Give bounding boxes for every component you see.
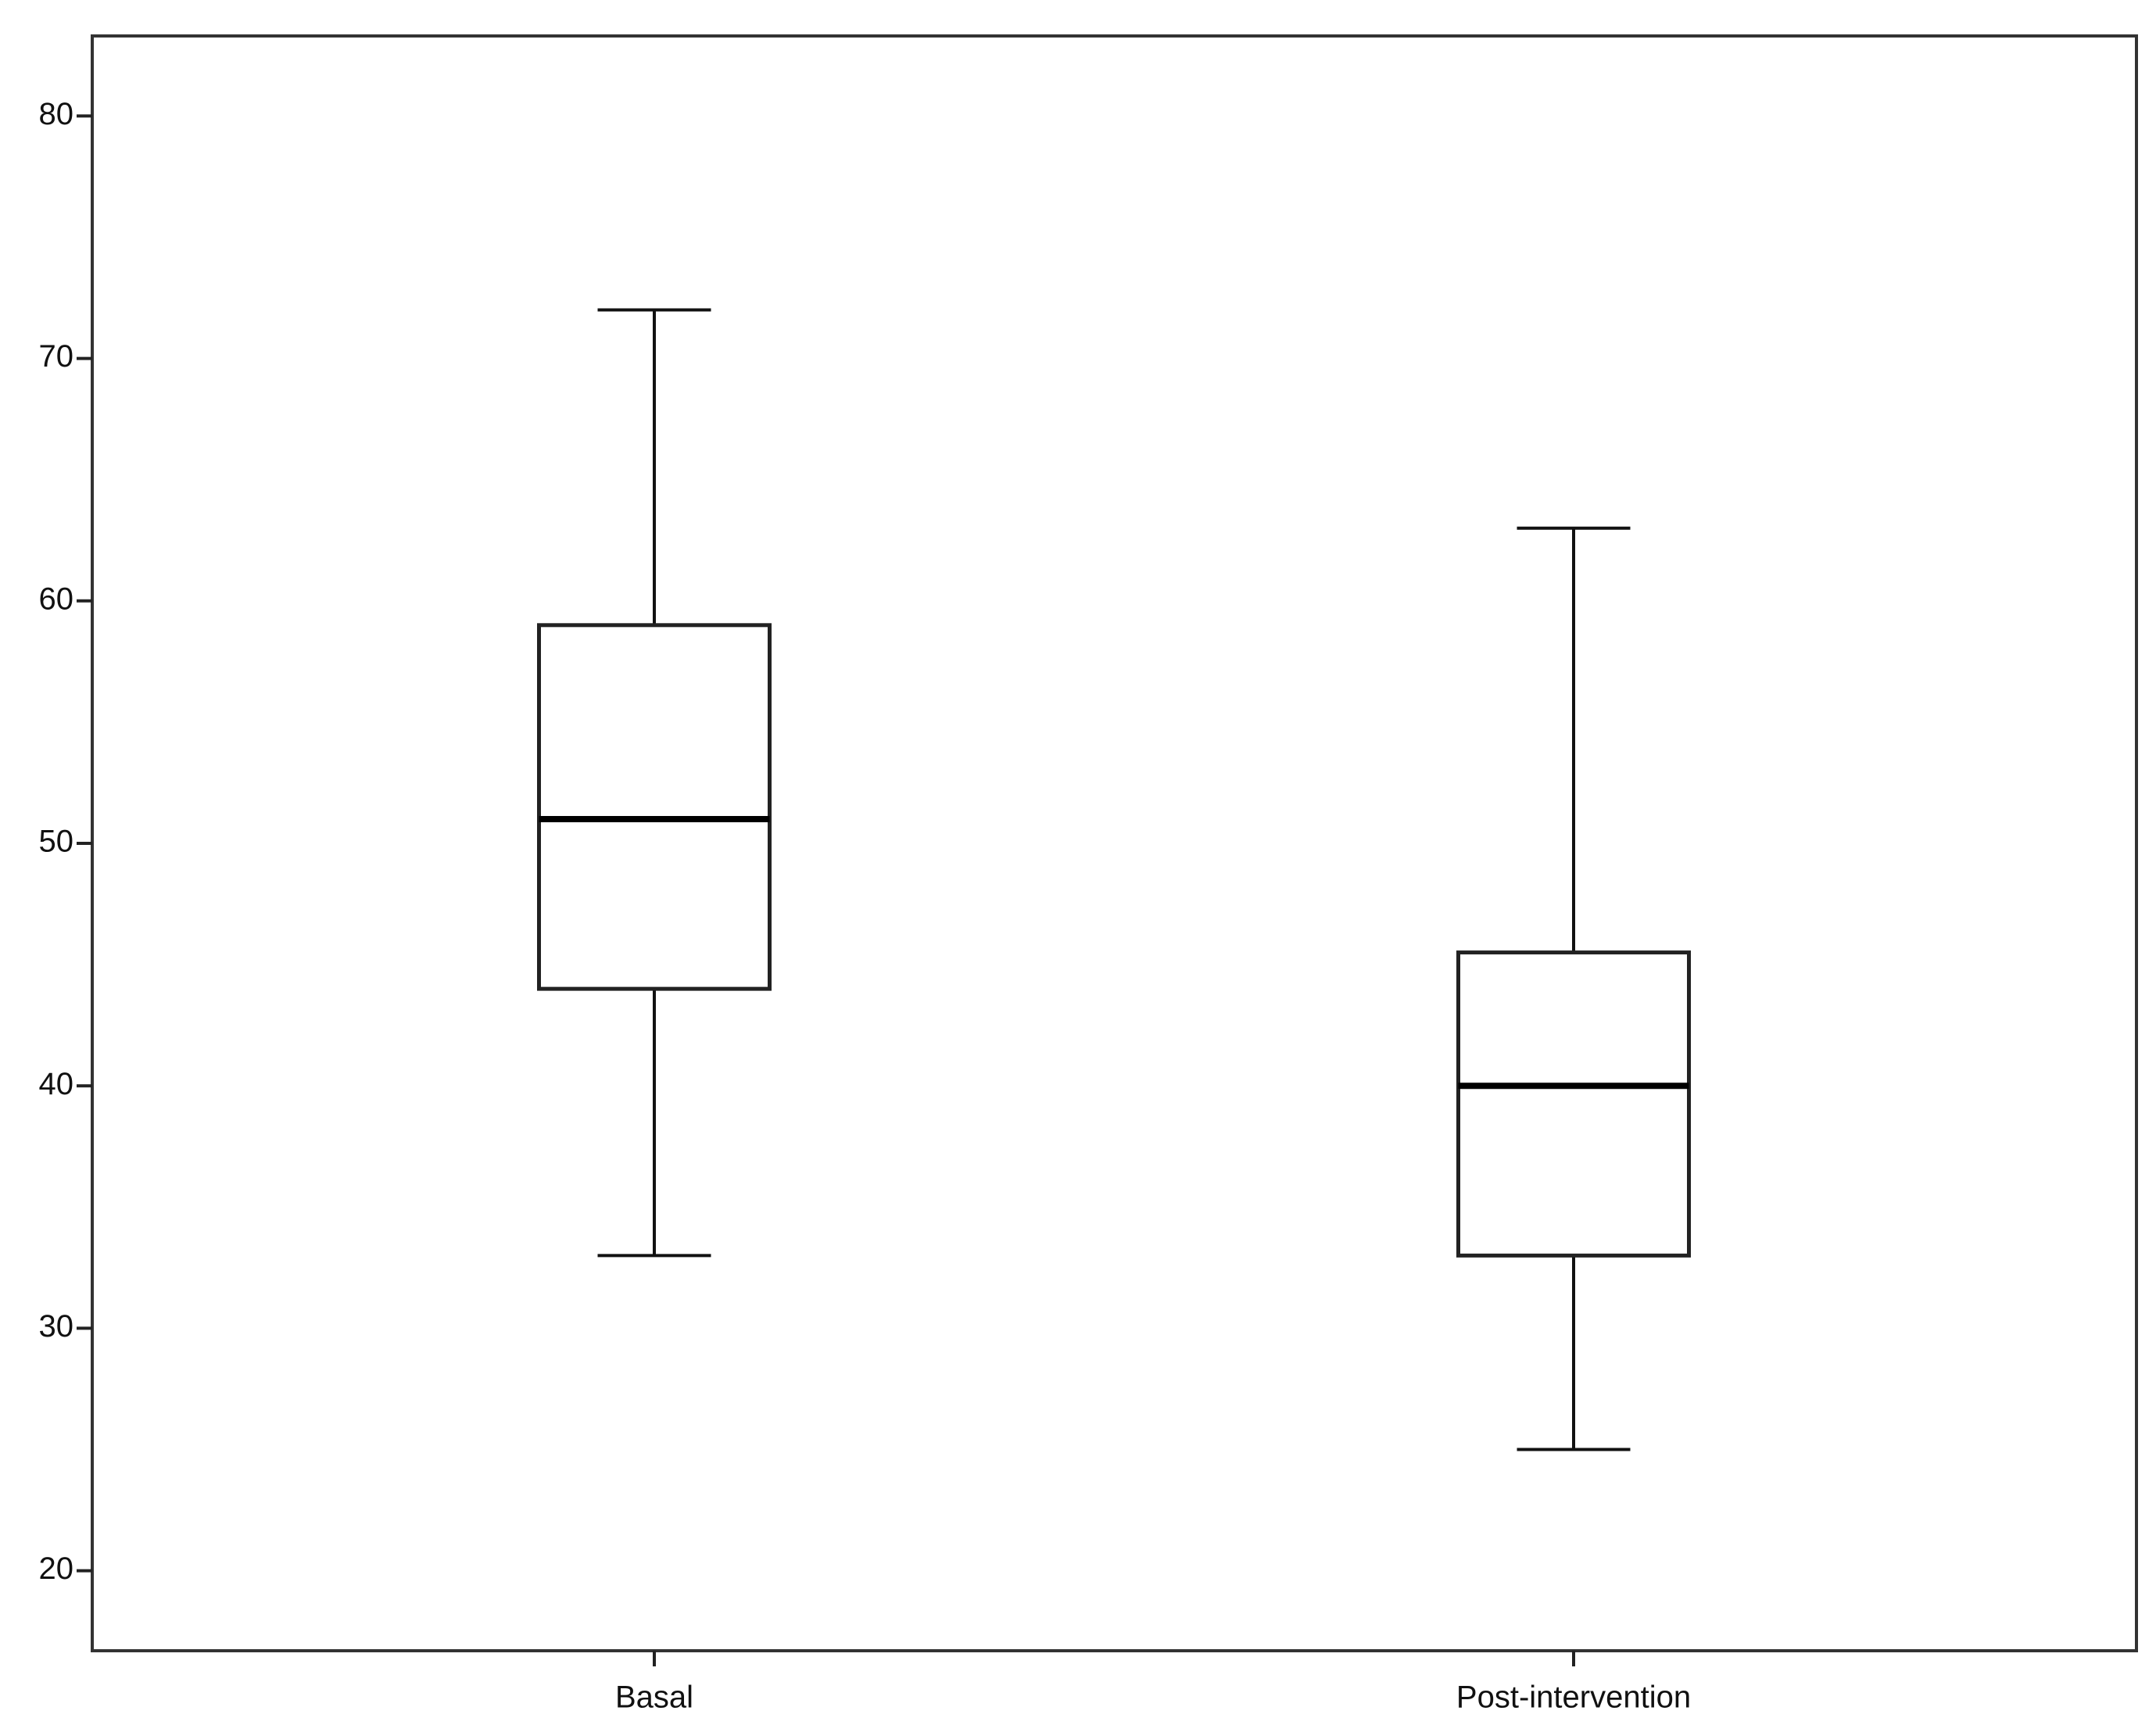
y-tick-label: 20 bbox=[39, 1551, 74, 1586]
box bbox=[1456, 950, 1691, 1258]
box bbox=[537, 623, 772, 991]
y-tick-label: 80 bbox=[39, 97, 74, 131]
x-tick-label: Basal bbox=[615, 1680, 693, 1715]
y-tick-label: 50 bbox=[39, 825, 74, 859]
y-tick-label: 60 bbox=[39, 582, 74, 616]
y-tick-label: 40 bbox=[39, 1067, 74, 1101]
y-tick-label: 70 bbox=[39, 339, 74, 374]
y-tick-label: 30 bbox=[39, 1309, 74, 1344]
x-tick-label: Post-intervention bbox=[1456, 1680, 1691, 1715]
plot-frame bbox=[91, 34, 2138, 1652]
